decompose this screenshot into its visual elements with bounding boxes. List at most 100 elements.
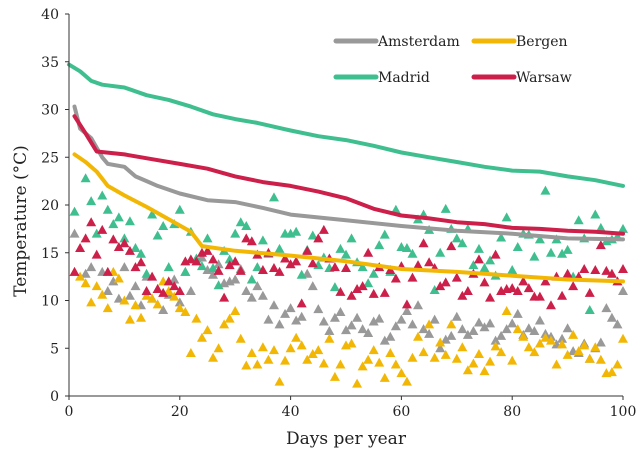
madrid-marker xyxy=(595,222,606,232)
amsterdam-marker xyxy=(618,285,628,295)
warsaw-marker xyxy=(202,245,213,255)
bergen-marker xyxy=(529,347,540,357)
warsaw-marker xyxy=(224,260,235,270)
amsterdam-marker xyxy=(457,324,468,334)
warsaw-marker xyxy=(424,257,435,267)
warsaw-marker xyxy=(274,266,285,276)
madrid-marker xyxy=(213,280,224,290)
warsaw-marker xyxy=(246,236,257,246)
bergen-marker xyxy=(124,314,135,324)
y-tick-label: 30 xyxy=(41,103,59,119)
warsaw-marker xyxy=(440,277,451,287)
bergen-marker xyxy=(263,354,274,364)
madrid-marker xyxy=(141,268,152,278)
bergen-marker xyxy=(329,371,340,381)
amsterdam-marker xyxy=(169,274,180,284)
bergen-marker xyxy=(86,297,97,307)
warsaw-marker xyxy=(473,254,484,264)
bergen-marker xyxy=(573,346,584,356)
warsaw-marker xyxy=(285,259,296,269)
amsterdam-marker xyxy=(274,319,285,329)
madrid-marker xyxy=(357,262,368,272)
amsterdam-marker xyxy=(435,343,446,353)
amsterdam-marker xyxy=(341,325,351,335)
warsaw-marker xyxy=(335,286,346,296)
madrid-marker xyxy=(512,242,523,252)
bergen-marker xyxy=(324,333,335,343)
madrid-marker xyxy=(252,262,263,272)
madrid-marker xyxy=(618,223,628,233)
madrid-marker xyxy=(147,209,158,219)
warsaw-marker xyxy=(69,266,80,276)
bergen-marker xyxy=(435,337,446,347)
amsterdam-marker xyxy=(357,324,368,334)
bergen-marker xyxy=(291,332,302,342)
bergen-marker xyxy=(302,354,313,364)
madrid-marker xyxy=(440,203,451,213)
warsaw-marker xyxy=(341,263,351,273)
legend-label-bergen: Bergen xyxy=(516,34,568,50)
madrid-marker xyxy=(257,235,268,245)
warsaw-marker xyxy=(124,245,135,255)
legend-label-amsterdam: Amsterdam xyxy=(377,34,460,50)
amsterdam-marker xyxy=(329,312,340,322)
x-axis-title: Days per year xyxy=(286,429,407,449)
amsterdam-marker xyxy=(335,306,346,316)
bergen-marker xyxy=(540,332,551,342)
bergen-marker xyxy=(274,376,285,386)
warsaw-marker xyxy=(257,264,268,274)
amsterdam-marker xyxy=(429,314,440,324)
x-tick-label: 0 xyxy=(65,404,74,420)
warsaw-marker xyxy=(451,272,462,282)
warsaw-marker xyxy=(545,300,556,310)
bergen-marker xyxy=(407,352,418,362)
madrid-marker xyxy=(130,242,141,252)
bergen-marker xyxy=(518,331,529,341)
warsaw-marker xyxy=(595,240,606,250)
warsaw-marker xyxy=(280,253,291,263)
amsterdam-marker xyxy=(318,316,329,326)
warsaw-line xyxy=(72,114,625,236)
warsaw-marker xyxy=(606,268,617,278)
bergen-marker xyxy=(618,333,628,343)
amsterdam-marker xyxy=(307,281,318,291)
warsaw-marker xyxy=(241,233,252,243)
madrid-marker xyxy=(136,248,147,258)
bergen-marker xyxy=(612,359,623,369)
madrid-marker xyxy=(174,204,185,214)
y-tick-label: 40 xyxy=(41,7,59,23)
warsaw-marker xyxy=(230,256,241,266)
madrid-marker xyxy=(230,228,241,238)
bergen-marker xyxy=(379,372,390,382)
x-tick-label: 40 xyxy=(282,404,300,420)
bergen-marker xyxy=(374,357,385,367)
bergen-marker xyxy=(390,359,401,369)
warsaw-marker xyxy=(390,273,401,283)
bergen-marker xyxy=(606,367,617,377)
madrid-marker xyxy=(468,260,479,270)
warsaw-marker xyxy=(507,283,518,293)
madrid-marker xyxy=(401,242,412,252)
bergen-marker xyxy=(479,366,490,376)
bergen-marker xyxy=(446,319,457,329)
warsaw-marker xyxy=(590,264,601,274)
madrid-marker xyxy=(501,212,512,222)
amsterdam-marker xyxy=(390,321,401,331)
madrid-marker xyxy=(379,229,390,239)
bergen-marker xyxy=(440,349,451,359)
madrid-marker xyxy=(457,238,468,248)
bergen-marker xyxy=(551,359,562,369)
warsaw-marker xyxy=(219,292,230,302)
amsterdam-marker xyxy=(374,313,385,323)
warsaw-marker xyxy=(174,285,185,295)
madrid-marker xyxy=(363,278,374,288)
madrid-line xyxy=(67,62,625,188)
warsaw-marker xyxy=(413,260,424,270)
legend: Amsterdam Bergen Madrid Warsaw xyxy=(326,28,618,100)
warsaw-marker xyxy=(357,281,368,291)
amsterdam-marker xyxy=(612,319,623,329)
amsterdam-marker xyxy=(108,276,119,286)
madrid-marker xyxy=(590,209,601,219)
warsaw-marker xyxy=(291,256,302,266)
warsaw-marker xyxy=(268,263,279,273)
